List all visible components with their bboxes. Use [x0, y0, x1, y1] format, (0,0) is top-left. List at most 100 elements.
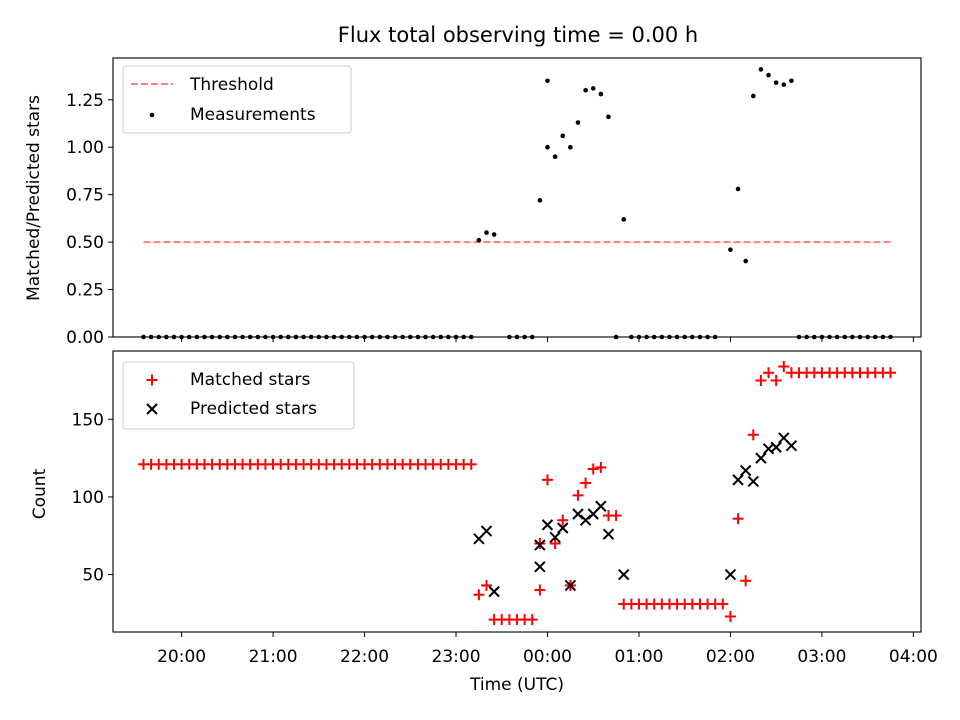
x-tick-label: 20:00 — [157, 647, 206, 667]
matched-star-marker — [732, 513, 744, 525]
measurement-point — [583, 87, 588, 93]
matched-star-marker — [587, 463, 599, 475]
matched-star-marker — [595, 461, 607, 473]
predicted-star-marker — [618, 568, 630, 581]
x-tick-label: 02:00 — [706, 647, 755, 667]
measurement-point — [545, 78, 550, 84]
measurement-point — [476, 237, 482, 243]
predicted-star-marker — [480, 525, 493, 537]
matched-star-marker — [526, 614, 538, 626]
threshold-legend-label: Threshold — [189, 75, 274, 95]
predicted-star-marker — [488, 585, 500, 598]
measurement-point — [781, 82, 787, 87]
measurement-point — [735, 186, 741, 192]
matched-star-marker — [755, 374, 767, 386]
measurements-legend-label: Measurements — [190, 105, 316, 125]
matched-star-marker — [549, 538, 561, 550]
predicted-star-marker — [564, 579, 577, 592]
matched-star-marker — [534, 538, 546, 550]
matched-star-marker — [541, 474, 553, 486]
matched-star-marker — [473, 589, 485, 601]
top-legend-box — [122, 65, 352, 134]
top-y-tick-label: 0.50 — [66, 233, 104, 253]
x-tick-label: 01:00 — [614, 647, 663, 667]
predicted-star-marker — [785, 439, 798, 452]
bottom-plot-frame — [112, 350, 922, 633]
measurement-point — [598, 91, 604, 97]
matched-star-marker — [465, 458, 477, 470]
predicted-star-marker — [534, 561, 546, 573]
measurement-point — [575, 120, 581, 125]
matched-star-marker — [770, 374, 782, 386]
predicted-star-marker — [747, 475, 760, 488]
measurement-point — [560, 133, 566, 139]
matched-star-marker — [481, 579, 493, 591]
bottom-y-tick-label: 50 — [82, 566, 104, 586]
count-points — [137, 361, 897, 626]
measurement-point — [552, 154, 558, 159]
top-y-tick-label: 1.00 — [66, 138, 104, 158]
predicted-star-marker — [541, 519, 554, 531]
matched-stars-legend-marker — [146, 374, 158, 386]
top-legend: Threshold Measurements — [122, 65, 352, 134]
top-y-tick-label: 1.25 — [66, 91, 104, 111]
predicted-star-marker — [755, 452, 767, 464]
measurement-point — [728, 247, 733, 252]
measurement-point — [751, 93, 756, 99]
x-tick-label: 03:00 — [797, 647, 846, 667]
measurement-point — [773, 80, 779, 85]
matched-star-marker — [534, 584, 546, 596]
matched-star-marker — [580, 477, 592, 489]
x-tick-label: 00:00 — [523, 647, 572, 667]
measurement-point — [789, 78, 794, 84]
x-tick-label: 21:00 — [249, 647, 298, 667]
matched-star-marker — [740, 575, 752, 587]
predicted-stars-legend-marker — [146, 403, 158, 415]
bottom-y-ticks: 50 100 150 — [72, 410, 113, 586]
x-tick-label: 23:00 — [432, 647, 481, 667]
matched-star-marker — [717, 598, 729, 610]
matched-star-marker — [747, 429, 759, 441]
top-y-tick-label: 0.25 — [66, 281, 104, 301]
matched-star-marker — [572, 489, 584, 501]
measurement-point — [568, 144, 573, 150]
predicted-star-marker — [557, 522, 569, 534]
bottom-legend-box — [122, 361, 355, 430]
bottom-y-tick-label: 150 — [72, 410, 104, 430]
bottom-y-tick-label: 100 — [72, 488, 104, 508]
predicted-star-marker — [732, 474, 744, 486]
bottom-legend: Matched stars Predicted stars — [122, 361, 355, 430]
matched-star-marker — [763, 367, 775, 379]
matched-star-marker — [778, 361, 790, 373]
measurement-point — [545, 144, 550, 150]
measurement-point — [758, 67, 764, 72]
predicted-star-marker — [724, 568, 737, 581]
x-tick-label: 04:00 — [889, 647, 938, 667]
matched-star-marker — [724, 610, 736, 622]
x-axis-label: Time (UTC) — [469, 675, 564, 695]
predicted-star-marker — [595, 500, 607, 512]
x-tick-label: 22:00 — [340, 647, 389, 667]
figure-title: Flux total observing time = 0.00 h — [338, 23, 698, 47]
bottom-panel: 50 100 150 20:00 21:00 22:00 23:00 00:00 01:00 0… — [30, 350, 938, 695]
measurement-point — [484, 230, 489, 235]
top-y-tick-label: 0.75 — [66, 186, 104, 206]
top-y-axis-label: Matched/Predicted stars — [24, 95, 44, 301]
measurement-point — [743, 258, 748, 264]
predicted-star-marker — [602, 528, 615, 540]
bottom-y-axis-label: Count — [30, 468, 50, 519]
measurement-point — [766, 72, 771, 78]
predicted-star-marker — [549, 531, 561, 544]
matched-stars-legend-label: Matched stars — [190, 370, 310, 390]
matched-star-marker — [557, 514, 569, 526]
predicted-star-marker — [770, 441, 782, 453]
top-y-ticks: 0.00 0.25 0.50 0.75 1.00 1.25 — [66, 91, 113, 348]
matched-star-marker — [610, 510, 622, 522]
predicted-star-marker — [739, 464, 752, 477]
matched-star-marker — [885, 367, 897, 379]
predicted-star-marker — [534, 539, 546, 551]
top-y-tick-label: 0.00 — [66, 328, 104, 348]
measurement-point — [606, 114, 611, 120]
measurement-point — [491, 232, 497, 237]
